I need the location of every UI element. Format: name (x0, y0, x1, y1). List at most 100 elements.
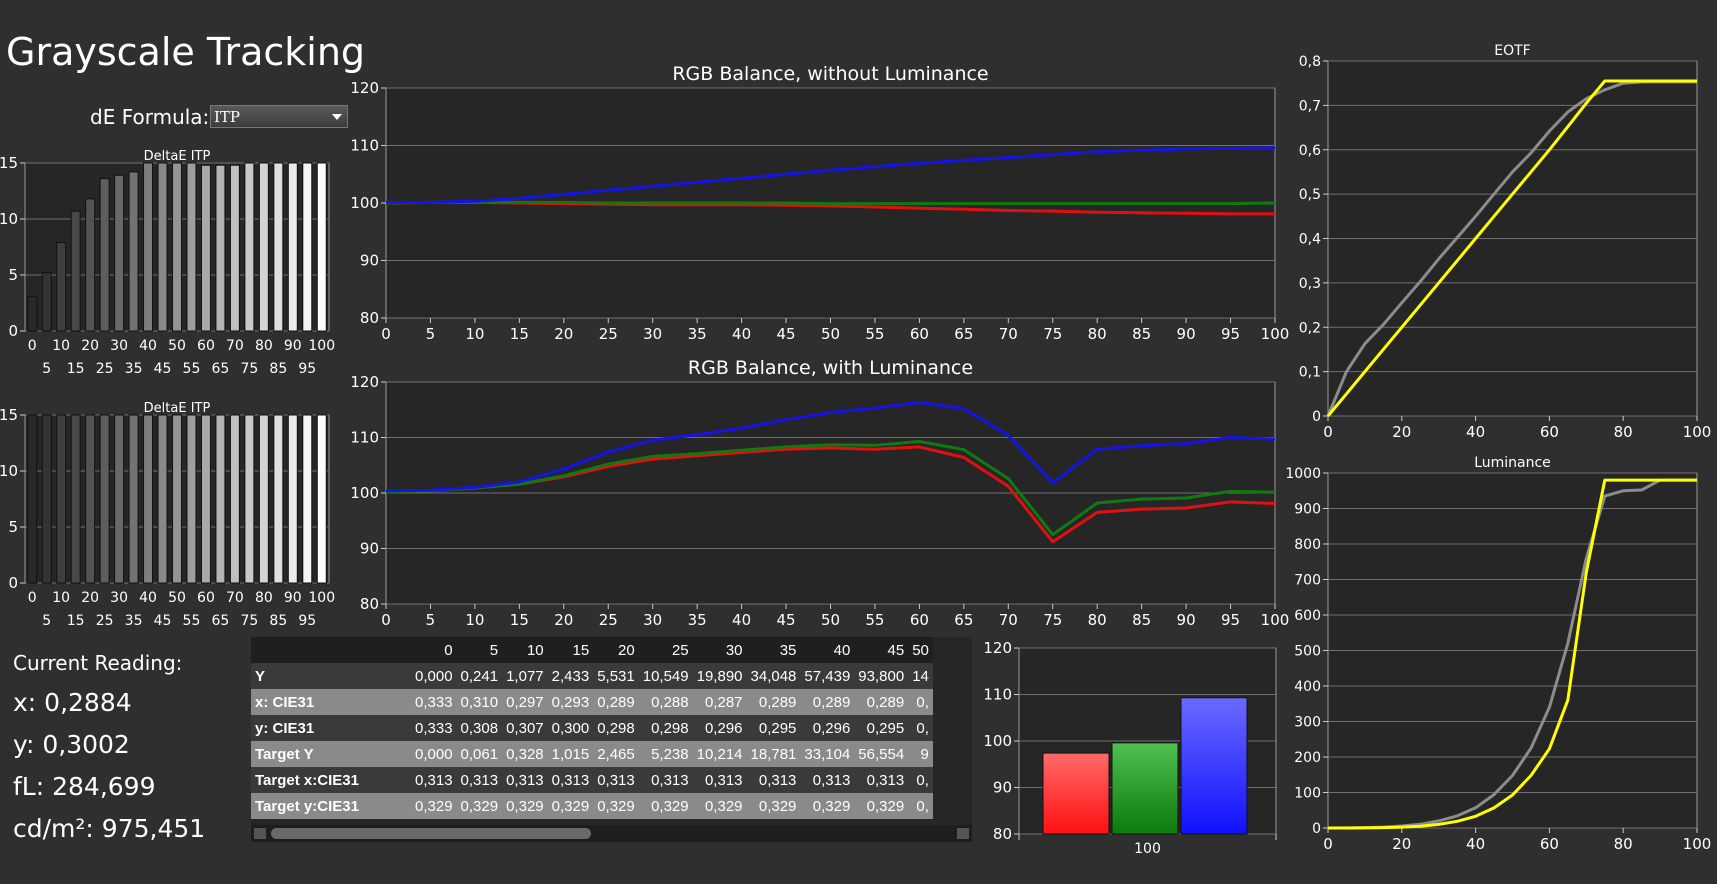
deltae-bar (186, 162, 197, 332)
x-tick-label: 40 (139, 338, 157, 354)
x-tick-label: 65 (954, 611, 973, 629)
table-cell: 0,297 (502, 689, 548, 715)
x-tick-label: 40 (1466, 835, 1485, 853)
table-cell: 0,241 (456, 663, 503, 689)
deltae-bar (316, 414, 327, 584)
table-row-label: y: CIE31 (251, 715, 411, 741)
table-header-cell: 30 (692, 637, 747, 663)
x-tick-label: 50 (821, 611, 840, 629)
deltae-bar (85, 198, 96, 332)
y-tick-label: 100 (350, 484, 379, 502)
table-cell: 0,329 (854, 793, 909, 819)
deltae-bar (27, 295, 38, 332)
x-tick-label: 80 (1088, 325, 1107, 343)
deltae-bar (258, 162, 269, 332)
chart-title: DeltaE ITP (144, 149, 211, 164)
deltae-bar (215, 414, 226, 584)
table-cell: 2,465 (593, 741, 639, 767)
deltae-bar (99, 414, 110, 584)
series-line-blue (385, 401, 1276, 493)
table-cell: 1,015 (547, 741, 594, 767)
x-tick-label: 60 (1540, 835, 1559, 853)
table-cell: 0, (908, 793, 933, 819)
y-tick-label: 110 (350, 137, 379, 155)
x-tick-label: 20 (1392, 423, 1411, 441)
current-bar-red (1042, 752, 1110, 835)
x-tick-label: 85 (1132, 611, 1151, 629)
x-tick-label: 40 (732, 611, 751, 629)
table-cell: 0,295 (854, 715, 909, 741)
y-tick-label: 0 (1312, 409, 1321, 425)
y-tick-label: 900 (1294, 502, 1321, 518)
table-cell: 0,329 (692, 793, 747, 819)
x-tick-label: 50 (168, 590, 186, 606)
table-cell: 10,549 (638, 663, 693, 689)
chevron-down-icon[interactable] (332, 114, 342, 120)
table-cell: 0,329 (411, 793, 457, 819)
table-header-cell: 50 (908, 637, 933, 663)
table-row: Y 0,000 0,241 1,077 2,433 5,531 10,549 19,890 34… (251, 663, 933, 689)
x-tick-label: 45 (154, 361, 172, 377)
y-tick-label: 90 (993, 779, 1012, 797)
table-cell: 0,288 (638, 689, 693, 715)
x-tick-label: 75 (240, 361, 258, 377)
x-tick-label: 55 (865, 325, 884, 343)
table-row: x: CIE31 0,333 0,310 0,297 0,293 0,289 0,288 0,… (251, 689, 933, 715)
y-tick-label: 80 (360, 595, 379, 613)
x-tick-label: 85 (1132, 325, 1151, 343)
x-tick-label: 45 (777, 325, 796, 343)
table-cell: 0,329 (456, 793, 503, 819)
x-tick-label: 50 (821, 325, 840, 343)
x-tick-label: 0 (28, 338, 37, 354)
y-tick-label: 1000 (1285, 466, 1321, 482)
deltae-bar (70, 414, 81, 584)
x-tick-label: 35 (125, 361, 143, 377)
chart-title: Luminance (1474, 455, 1551, 471)
deltae-bar (128, 171, 139, 332)
table-header-cell: 20 (593, 637, 639, 663)
table-cell: 18,781 (746, 741, 801, 767)
deltae-bar (200, 164, 211, 332)
x-tick-label: 80 (1088, 611, 1107, 629)
table-header-cell: 10 (502, 637, 548, 663)
scroll-left-icon[interactable] (254, 828, 266, 839)
scroll-thumb[interactable] (271, 828, 591, 839)
y-tick-label: 5 (8, 518, 18, 536)
x-tick-label: 25 (96, 361, 114, 377)
table-cell: 0,295 (746, 715, 801, 741)
table-cell: 0,313 (593, 767, 639, 793)
table-row-label: Target x:CIE31 (251, 767, 411, 793)
y-tick-label: 800 (1294, 537, 1321, 553)
y-tick-label: 10 (0, 210, 18, 228)
table-cell: 0,298 (593, 715, 639, 741)
table-cell: 0,000 (411, 741, 457, 767)
x-tick-label: 60 (910, 325, 929, 343)
x-tick-label: 20 (1392, 835, 1411, 853)
y-tick-label: 90 (360, 252, 379, 270)
y-tick-label: 500 (1294, 644, 1321, 660)
x-tick-label: 55 (183, 361, 201, 377)
scroll-right-icon[interactable] (957, 828, 969, 839)
deltae-bar (302, 414, 313, 584)
deltae-bar (70, 210, 81, 332)
x-tick-label: 70 (999, 325, 1018, 343)
deltae-bar (302, 162, 313, 332)
x-tick-label: 5 (42, 613, 51, 629)
y-tick-label: 0 (8, 322, 18, 340)
y-tick-label: 100 (350, 194, 379, 212)
table-cell: 0,307 (502, 715, 548, 741)
table-scrollbar[interactable] (251, 825, 972, 842)
table-cell: 0,313 (456, 767, 503, 793)
deltae-bar (172, 414, 182, 584)
table-cell: 5,531 (593, 663, 639, 689)
deltae-bar (41, 414, 52, 584)
series-line-yellow (1326, 79, 1697, 417)
chart-title: EOTF (1494, 43, 1530, 59)
x-tick-label: 100 (308, 590, 335, 606)
deltae-bar (85, 414, 96, 584)
de-formula-select[interactable]: ITP (210, 105, 348, 128)
x-tick-label: 65 (212, 361, 230, 377)
y-tick-label: 5 (8, 266, 18, 284)
